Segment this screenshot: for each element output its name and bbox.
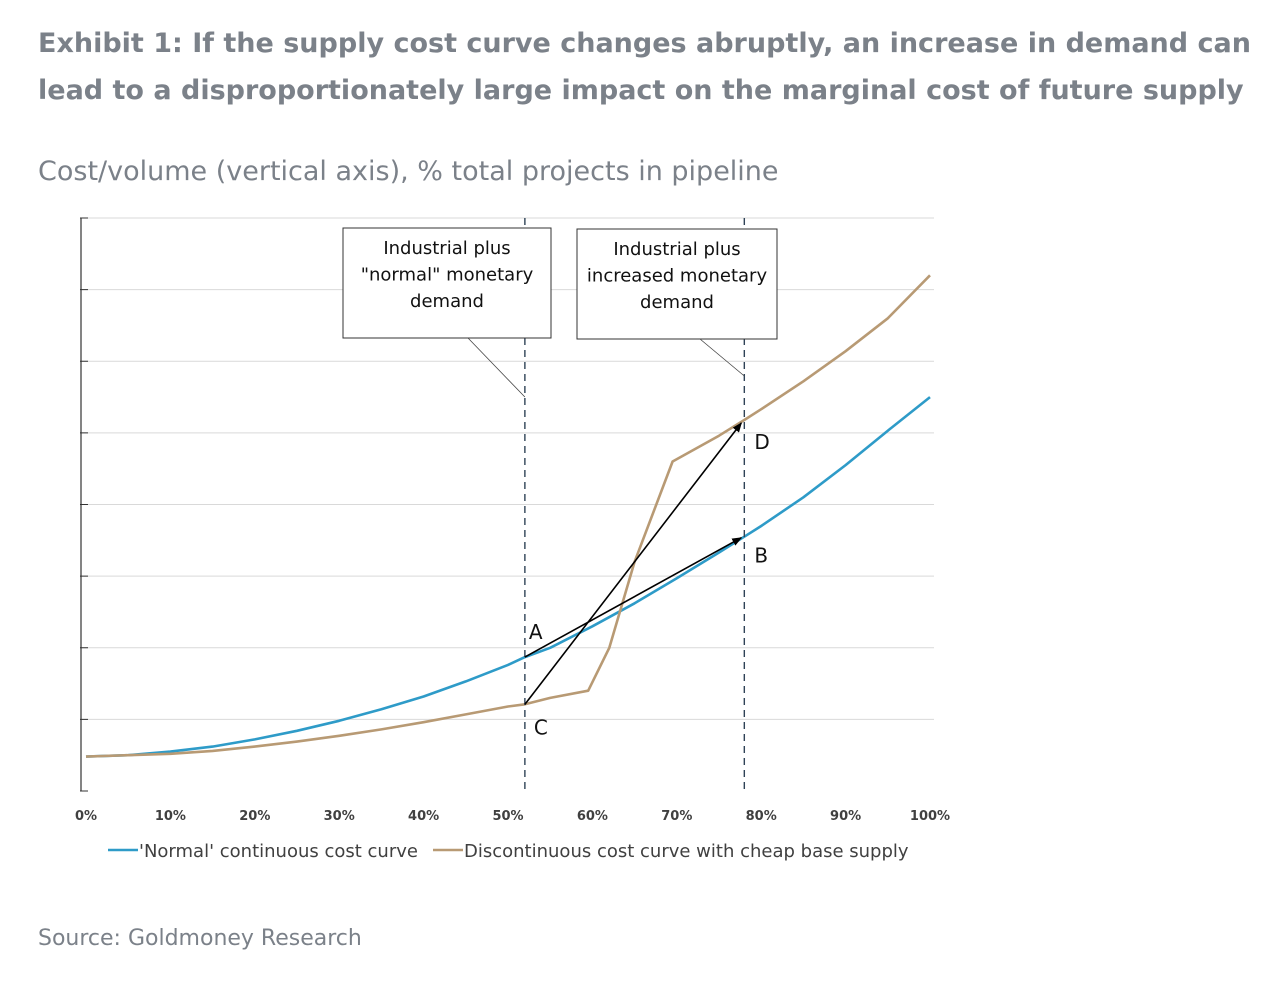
annotation-label-line: demand [410, 291, 484, 312]
annotation-box [342, 227, 552, 339]
arrow-a-b [524, 537, 743, 658]
arrow-c-d [524, 422, 742, 705]
point-label-a: A [529, 620, 543, 644]
arrows [524, 422, 743, 705]
point-label-d: D [754, 430, 769, 454]
x-tick-label: 90% [830, 809, 861, 824]
x-tick-label: 50% [492, 809, 523, 824]
point-label-b: B [754, 544, 768, 568]
annotation-label-line: increased monetary [587, 266, 768, 287]
annotation-leader [699, 338, 745, 377]
legend-label: 'Normal' continuous cost curve [139, 841, 418, 862]
annotation-label-line: Industrial plus [383, 238, 510, 259]
annotations: A B C D [529, 430, 770, 739]
annotation-label-line: Industrial plus [613, 239, 740, 260]
annotation-label-line: demand [640, 292, 714, 313]
x-tick-label: 10% [155, 809, 186, 824]
discontinuous-cost-curve-line [85, 274, 931, 758]
x-tick-label: 100% [910, 809, 950, 824]
x-tick-label: 40% [408, 809, 439, 824]
chart-title: Exhibit 1: If the supply cost curve chan… [38, 28, 1251, 106]
series-lines [85, 274, 931, 758]
demand-lines: Industrial plus "normal" monetary demand In… [342, 218, 778, 791]
chart-subtitle: Cost/volume (vertical axis), % total pro… [38, 156, 779, 187]
annotation-label-line: "normal" monetary [361, 265, 534, 286]
annotation-box [576, 228, 778, 340]
x-tick-label: 30% [324, 809, 355, 824]
legend: 'Normal' continuous cost curve Discontinu… [108, 841, 909, 862]
point-label-c: C [534, 715, 548, 739]
normal-cost-curve-line [85, 396, 931, 758]
supply-cost-chart: 0% 10% 20% 30% 40% 50% 60% 70% 80% 90% 100% Indust… [75, 217, 950, 862]
x-tick-label: 60% [577, 809, 608, 824]
axes: 0% 10% 20% 30% 40% 50% 60% 70% 80% 90% 100% [75, 217, 950, 824]
x-tick-label: 20% [239, 809, 270, 824]
x-tick-label: 80% [746, 809, 777, 824]
source-note: Source: Goldmoney Research [38, 926, 362, 951]
annotation-leader [467, 337, 526, 398]
x-tick-label: 70% [661, 809, 692, 824]
x-tick-label: 0% [75, 809, 97, 824]
legend-label: Discontinuous cost curve with cheap base… [464, 841, 909, 862]
